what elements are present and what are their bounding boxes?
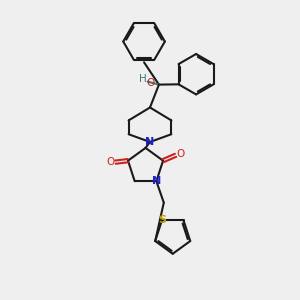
Text: N: N — [152, 176, 161, 186]
Text: H: H — [139, 74, 146, 84]
Text: O: O — [106, 157, 115, 167]
Text: S: S — [158, 215, 166, 225]
Text: O: O — [176, 149, 185, 159]
Text: O: O — [146, 78, 155, 88]
Text: N: N — [146, 137, 154, 147]
